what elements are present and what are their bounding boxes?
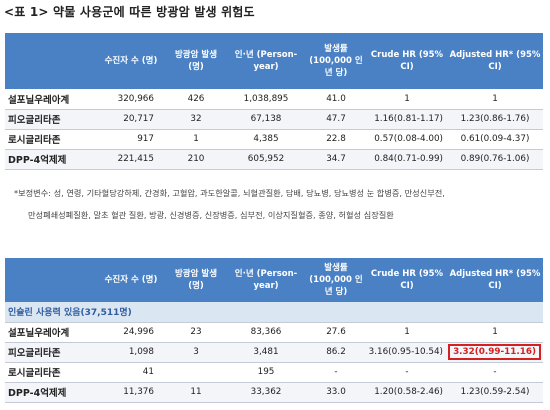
table-row: 로시글리타존 917 1 4,385 22.8 0.57(0.08-4.00) … — [5, 129, 543, 150]
person-year-cell: 83,366 — [227, 322, 305, 343]
drug-name: DPP-4억제제 — [5, 149, 97, 170]
subjects-cell: 20,717 — [97, 109, 165, 130]
rate-cell: - — [305, 362, 367, 383]
crude-hr-cell: - — [367, 362, 447, 383]
rate-cell: 41.0 — [305, 89, 367, 110]
table-row: DPP-4억제제 11,376 11 33,362 33.0 1.20(0.58… — [5, 382, 543, 403]
person-year-cell: 1,038,895 — [227, 89, 305, 110]
person-year-cell: 195 — [227, 362, 305, 383]
header-crude-hr: Crude HR (95% CI) — [367, 258, 447, 302]
drug-name: 로시글리타존 — [5, 129, 97, 150]
header-person-year: 인·년 (Person-year) — [227, 33, 305, 89]
crude-hr-cell: 0.84(0.71-0.99) — [367, 149, 447, 170]
header-person-year: 인·년 (Person-year) — [227, 258, 305, 302]
header-rate: 발생률 (100,000 인년 당) — [305, 33, 367, 89]
events-cell: 210 — [165, 149, 227, 170]
table-row: 로시글리타존 41 195 - - - — [5, 362, 543, 383]
drug-name: 피오글리타존 — [5, 109, 97, 130]
subjects-cell: 221,415 — [97, 149, 165, 170]
risk-table-insulin: 수진자 수 (명) 방광암 발생 (명) 인·년 (Person-year) 발… — [5, 258, 543, 403]
events-cell: 23 — [165, 322, 227, 343]
header-crude-hr: Crude HR (95% CI) — [367, 33, 447, 89]
adjusted-hr-cell: 1 — [447, 322, 543, 343]
table-row: 피오글리타존 20,717 32 67,138 47.7 1.16(0.81-1… — [5, 109, 543, 130]
table-row: 설포닐우레아계 320,966 426 1,038,895 41.0 1 1 — [5, 89, 543, 110]
insulin-subgroup-row: 인슐린 사용력 있음(37,511명) — [5, 302, 543, 323]
footnote-adjustment-line2: 만성폐쇄성폐질환, 말초 혈관 질환, 방광, 신경병증, 신장병증, 심부전,… — [28, 210, 394, 220]
subjects-cell: 1,098 — [97, 342, 165, 363]
header-events: 방광암 발생 (명) — [165, 258, 227, 302]
events-cell: 3 — [165, 342, 227, 363]
insulin-subgroup-heading: 인슐린 사용력 있음(37,511명) — [5, 302, 543, 323]
rate-cell: 34.7 — [305, 149, 367, 170]
adjusted-hr-cell: 0.61(0.09-4.37) — [447, 129, 543, 150]
table-title: <표 1> 약물 사용군에 따른 방광암 발생 위험도 — [4, 5, 255, 19]
adjusted-hr-cell: 1.23(0.59-2.54) — [447, 382, 543, 403]
drug-name: DPP-4억제제 — [5, 382, 97, 403]
adjusted-hr-cell: 1.23(0.86-1.76) — [447, 109, 543, 130]
drug-name: 피오글리타존 — [5, 342, 97, 363]
events-cell: 1 — [165, 129, 227, 150]
crude-hr-cell: 1.16(0.81-1.17) — [367, 109, 447, 130]
header-subjects: 수진자 수 (명) — [97, 33, 165, 89]
table-header-row: 수진자 수 (명) 방광암 발생 (명) 인·년 (Person-year) 발… — [5, 33, 543, 89]
subjects-cell: 11,376 — [97, 382, 165, 403]
header-blank — [5, 33, 97, 89]
header-blank — [5, 258, 97, 302]
header-rate: 발생률 (100,000 인년 당) — [305, 258, 367, 302]
person-year-cell: 33,362 — [227, 382, 305, 403]
events-cell: 426 — [165, 89, 227, 110]
rate-cell: 27.6 — [305, 322, 367, 343]
subjects-cell: 24,996 — [97, 322, 165, 343]
crude-hr-cell: 1.20(0.58-2.46) — [367, 382, 447, 403]
crude-hr-cell: 0.57(0.08-4.00) — [367, 129, 447, 150]
footnote-adjustment-line1: *보정변수: 성, 연령, 기타혈당강하제, 간경화, 고혈압, 과도한알콜, … — [14, 188, 445, 198]
adjusted-hr-cell: 0.89(0.76-1.06) — [447, 149, 543, 170]
rate-cell: 86.2 — [305, 342, 367, 363]
adjusted-hr-cell: 1 — [447, 89, 543, 110]
drug-name: 설포닐우레아계 — [5, 322, 97, 343]
header-adjusted-hr: Adjusted HR* (95% CI) — [447, 258, 543, 302]
adjusted-hr-cell: - — [447, 362, 543, 383]
crude-hr-cell: 3.16(0.95-10.54) — [367, 342, 447, 363]
risk-table-overall: 수진자 수 (명) 방광암 발생 (명) 인·년 (Person-year) 발… — [5, 33, 543, 170]
drug-name: 로시글리타존 — [5, 362, 97, 383]
person-year-cell: 605,952 — [227, 149, 305, 170]
table-header-row: 수진자 수 (명) 방광암 발생 (명) 인·년 (Person-year) 발… — [5, 258, 543, 302]
events-cell: 32 — [165, 109, 227, 130]
header-adjusted-hr: Adjusted HR* (95% CI) — [447, 33, 543, 89]
person-year-cell: 3,481 — [227, 342, 305, 363]
table-row: 피오글리타존 1,098 3 3,481 86.2 3.16(0.95-10.5… — [5, 342, 543, 363]
crude-hr-cell: 1 — [367, 322, 447, 343]
subjects-cell: 41 — [97, 362, 165, 383]
rate-cell: 33.0 — [305, 382, 367, 403]
adjusted-hr-cell: 3.32(0.99-11.16) — [447, 342, 543, 363]
subjects-cell: 320,966 — [97, 89, 165, 110]
crude-hr-cell: 1 — [367, 89, 447, 110]
highlighted-adjusted-hr: 3.32(0.99-11.16) — [448, 344, 541, 360]
subjects-cell: 917 — [97, 129, 165, 150]
rate-cell: 47.7 — [305, 109, 367, 130]
events-cell — [165, 362, 227, 383]
person-year-cell: 4,385 — [227, 129, 305, 150]
rate-cell: 22.8 — [305, 129, 367, 150]
header-subjects: 수진자 수 (명) — [97, 258, 165, 302]
table-row: 설포닐우레아계 24,996 23 83,366 27.6 1 1 — [5, 322, 543, 343]
drug-name: 설포닐우레아계 — [5, 89, 97, 110]
header-events: 방광암 발생 (명) — [165, 33, 227, 89]
events-cell: 11 — [165, 382, 227, 403]
table-row: DPP-4억제제 221,415 210 605,952 34.7 0.84(0… — [5, 149, 543, 170]
person-year-cell: 67,138 — [227, 109, 305, 130]
